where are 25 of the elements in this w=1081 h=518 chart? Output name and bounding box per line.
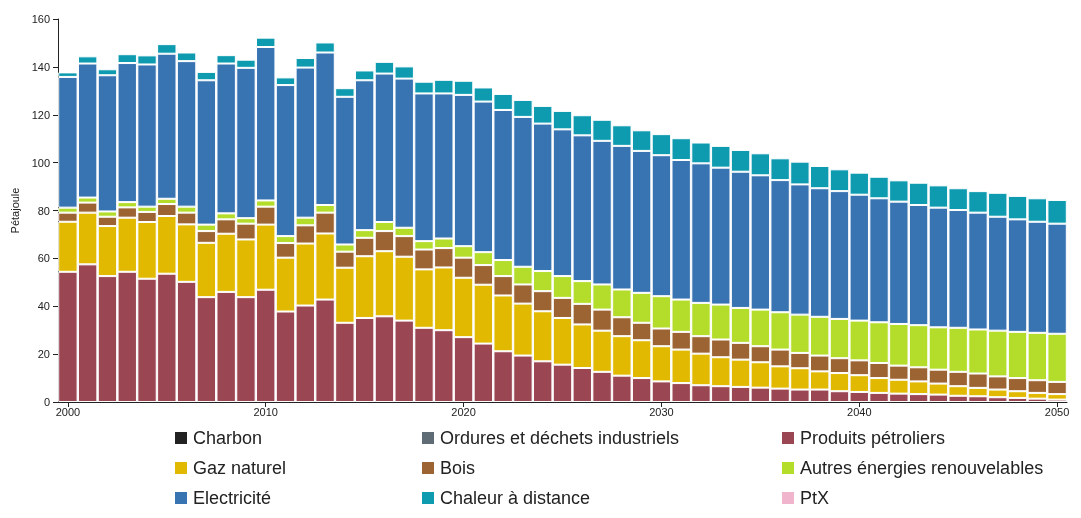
- legend-label: Produits pétroliers: [800, 428, 946, 448]
- x-tick-label: 2000: [55, 405, 81, 418]
- legend-label: PtX: [800, 488, 830, 508]
- x-tick-label: 2040: [847, 405, 872, 418]
- y-tick-label: 140: [31, 60, 50, 73]
- y-tick-label: 120: [31, 108, 50, 121]
- y-tick-label: 80: [37, 204, 50, 217]
- x-tick-label: 2010: [253, 405, 278, 418]
- legend-label: Charbon: [193, 428, 263, 448]
- y-tick-label: 40: [37, 300, 50, 313]
- legend-label: Chaleur à distance: [440, 488, 591, 508]
- x-tick-label: 2030: [649, 405, 674, 418]
- y-tick-label: 20: [37, 348, 50, 361]
- legend-label: Autres énergies renouvelables: [800, 458, 1044, 478]
- x-tick-label: 2020: [451, 405, 476, 418]
- legend-label: Bois: [440, 458, 476, 478]
- y-tick-label: 0: [43, 396, 50, 408]
- y-tick-label: 100: [31, 156, 50, 169]
- legend-label: Electricité: [193, 488, 272, 508]
- x-tick-label: 2050: [1044, 405, 1070, 418]
- y-tick-label: 160: [31, 13, 50, 25]
- y-tick-label: 60: [37, 252, 50, 265]
- legend-label: Gaz naturel: [193, 458, 287, 478]
- y-axis-title: Pétajoule: [8, 187, 21, 234]
- legend-label: Ordures et déchets industriels: [440, 428, 680, 448]
